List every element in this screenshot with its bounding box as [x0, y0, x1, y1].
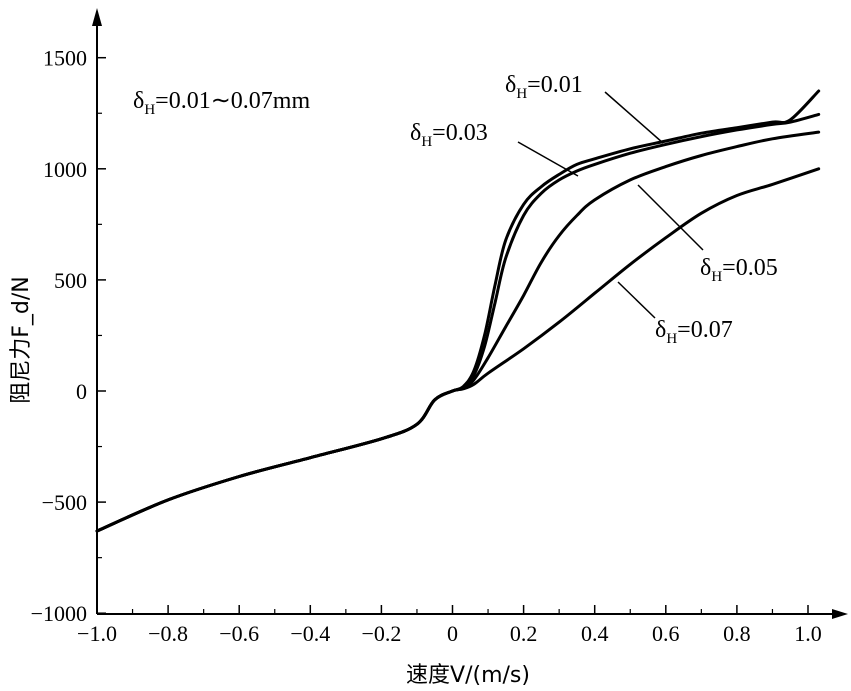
x-tick-label: 0 — [447, 621, 458, 646]
range-annotation: δH=0.01∼0.07mm — [133, 88, 310, 118]
series-label-3: δH=0.05 — [700, 255, 778, 285]
x-tick-label: 0.6 — [652, 621, 680, 646]
series-layer — [95, 89, 821, 533]
series-leader-line-3 — [637, 184, 704, 251]
x-tick-label: −1.0 — [77, 621, 117, 646]
y-tick-label: 1000 — [43, 157, 87, 182]
series-leader-line-4 — [617, 281, 656, 319]
y-axis-arrow — [92, 8, 102, 26]
x-axis-title: 速度V/(m/s) — [406, 663, 530, 688]
x-tick-label: −0.2 — [361, 621, 401, 646]
y-tick-label: 1500 — [43, 46, 87, 71]
x-tick-label: 0.2 — [510, 621, 538, 646]
annotation-layer: δH=0.01∼0.07mm δH=0.01 δH=0.03 δH=0.05 δH=0.… — [133, 72, 778, 347]
series-label-2: δH=0.03 — [410, 120, 488, 150]
series-line-4 — [95, 167, 821, 533]
series-label-4: δH=0.07 — [655, 317, 733, 347]
y-tick-label: −500 — [42, 490, 87, 515]
y-tick-label: 500 — [54, 268, 87, 293]
axes: −1.0 −0.8 −0.6 −0.4 −0.2 0 0.2 0.4 0.6 0.8 1.0 −100… — [9, 8, 848, 688]
series-line-1 — [95, 89, 821, 533]
y-tick-label: −1000 — [31, 601, 87, 626]
x-tick-label: 0.8 — [723, 621, 751, 646]
series-leader-line-1 — [604, 91, 664, 144]
y-tick-label: 0 — [76, 379, 87, 404]
y-axis-title: 阻尼力F_d/N — [9, 276, 34, 404]
series-label-1: δH=0.01 — [505, 72, 583, 102]
x-tick-label: −0.8 — [148, 621, 188, 646]
series-leader-line-2 — [517, 141, 579, 177]
x-tick-label: −0.4 — [290, 621, 330, 646]
x-tick-label: 1.0 — [794, 621, 822, 646]
x-tick-label: −0.6 — [219, 621, 259, 646]
x-tick-label: 0.4 — [581, 621, 609, 646]
x-axis-arrow — [832, 609, 848, 619]
